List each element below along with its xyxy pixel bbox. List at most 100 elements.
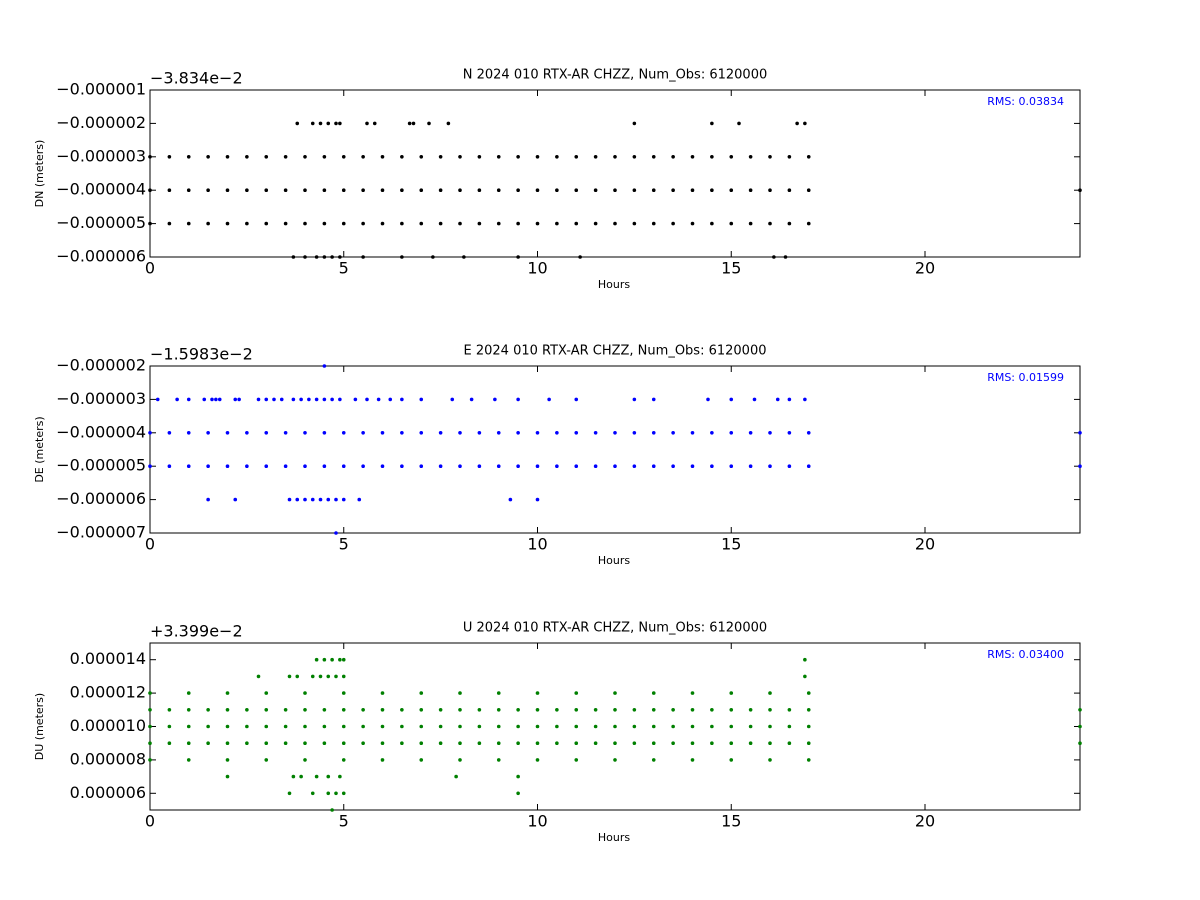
y-axis-label: DE (meters) bbox=[33, 416, 46, 482]
point bbox=[496, 221, 501, 226]
point bbox=[706, 397, 710, 402]
y-tick-label: 0.000010 bbox=[70, 716, 146, 735]
point bbox=[322, 464, 327, 469]
point bbox=[593, 724, 598, 729]
point bbox=[748, 155, 753, 159]
x-tick-label: 15 bbox=[721, 812, 741, 831]
point bbox=[307, 397, 311, 402]
point bbox=[671, 741, 675, 745]
point bbox=[806, 691, 811, 695]
point bbox=[419, 708, 424, 712]
point bbox=[380, 431, 385, 435]
x-tick-label: 5 bbox=[339, 535, 349, 554]
point bbox=[303, 188, 307, 192]
point bbox=[787, 724, 792, 729]
point bbox=[438, 708, 443, 712]
point bbox=[710, 464, 714, 469]
point bbox=[651, 724, 656, 729]
point bbox=[206, 188, 210, 192]
point bbox=[318, 674, 323, 679]
point bbox=[787, 221, 792, 226]
y-tick-label: −0.000002 bbox=[56, 356, 146, 375]
point bbox=[651, 758, 656, 762]
point bbox=[322, 431, 327, 435]
point bbox=[729, 741, 734, 745]
point bbox=[186, 758, 191, 762]
point bbox=[477, 741, 482, 745]
point bbox=[361, 431, 365, 435]
point bbox=[477, 188, 482, 192]
point bbox=[256, 674, 261, 679]
point bbox=[334, 121, 338, 126]
point bbox=[287, 497, 292, 502]
point bbox=[748, 724, 753, 729]
point bbox=[768, 724, 772, 729]
point bbox=[496, 724, 501, 729]
point bbox=[593, 431, 598, 435]
point bbox=[535, 155, 540, 159]
point bbox=[768, 708, 772, 712]
point bbox=[574, 691, 579, 695]
point bbox=[148, 691, 152, 695]
point bbox=[419, 741, 424, 745]
point bbox=[458, 758, 462, 762]
point bbox=[729, 708, 734, 712]
point bbox=[245, 464, 249, 469]
chart-title: E 2024 010 RTX-AR CHZZ, Num_Obs: 6120000 bbox=[464, 344, 767, 359]
y-axis-label: DU (meters) bbox=[33, 693, 46, 760]
point bbox=[322, 397, 327, 402]
point bbox=[419, 188, 424, 192]
point bbox=[225, 464, 230, 469]
point bbox=[806, 221, 811, 226]
point bbox=[477, 464, 482, 469]
point bbox=[341, 691, 346, 695]
x-tick-label: 10 bbox=[527, 812, 547, 831]
point bbox=[322, 741, 327, 745]
point bbox=[806, 741, 811, 745]
point bbox=[338, 657, 342, 662]
point bbox=[245, 188, 249, 192]
point bbox=[264, 741, 269, 745]
point bbox=[365, 121, 369, 126]
point bbox=[322, 221, 327, 226]
point bbox=[310, 791, 315, 796]
point bbox=[613, 188, 617, 192]
point bbox=[671, 221, 675, 226]
point bbox=[458, 691, 462, 695]
point bbox=[496, 708, 501, 712]
point bbox=[287, 791, 292, 796]
point bbox=[380, 758, 385, 762]
point bbox=[803, 657, 807, 662]
point bbox=[806, 155, 811, 159]
point bbox=[574, 724, 579, 729]
point bbox=[477, 708, 482, 712]
point bbox=[787, 708, 792, 712]
point bbox=[326, 674, 331, 679]
point bbox=[477, 155, 482, 159]
point bbox=[365, 397, 369, 402]
point bbox=[477, 431, 482, 435]
point bbox=[357, 497, 362, 502]
point bbox=[632, 121, 637, 126]
point bbox=[710, 708, 714, 712]
chart-title: U 2024 010 RTX-AR CHZZ, Num_Obs: 6120000 bbox=[463, 621, 767, 636]
point bbox=[303, 221, 307, 226]
y-tick-label: 0.000008 bbox=[70, 749, 146, 768]
point bbox=[1078, 431, 1082, 435]
point bbox=[729, 691, 734, 695]
point bbox=[613, 155, 617, 159]
point bbox=[330, 657, 334, 662]
point bbox=[710, 155, 714, 159]
point bbox=[376, 397, 381, 402]
point bbox=[454, 774, 458, 779]
point bbox=[372, 121, 377, 126]
point bbox=[729, 188, 734, 192]
rms-annotation: RMS: 0.03400 bbox=[987, 648, 1064, 661]
point bbox=[380, 691, 385, 695]
point bbox=[516, 791, 520, 796]
point bbox=[419, 431, 424, 435]
point bbox=[535, 708, 540, 712]
point bbox=[400, 708, 404, 712]
point bbox=[314, 397, 319, 402]
point bbox=[632, 188, 637, 192]
